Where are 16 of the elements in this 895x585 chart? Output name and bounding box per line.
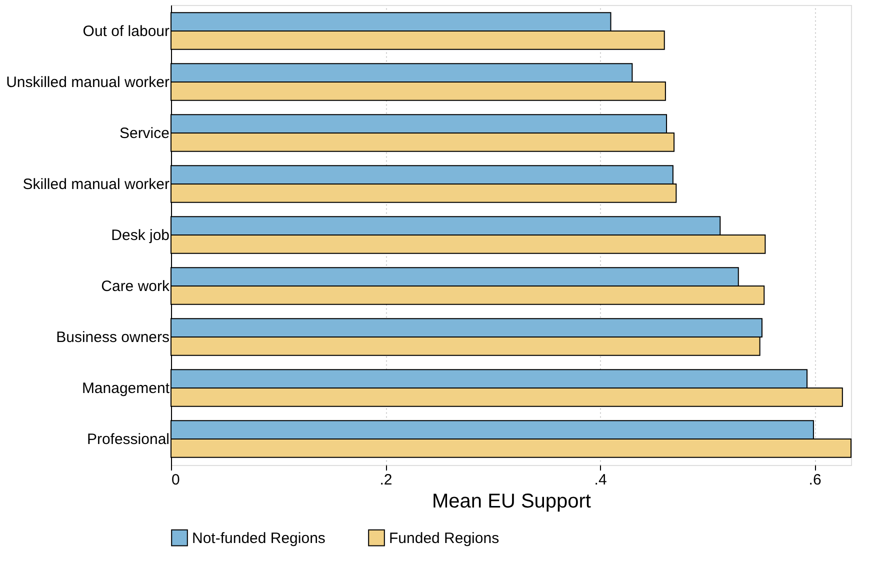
y-tick-label: Professional (86, 430, 170, 448)
y-tick-label: Out of labour (82, 23, 170, 40)
y-tick-label: Management (82, 380, 170, 397)
x-tick-label: 0 (172, 472, 180, 488)
y-tick-label: Unskilled manual worker (6, 74, 170, 92)
legend-label: Funded Regions (389, 530, 500, 547)
y-tick-label: Business owners (56, 328, 170, 346)
x-tick-label: .6 (808, 472, 822, 488)
x-tick-label: .4 (594, 472, 607, 488)
y-tick-label: Service (119, 125, 170, 142)
y-tick-label: Desk job (111, 227, 170, 244)
x-axis-title: Mean EU Support (432, 490, 592, 512)
y-tick-label: Care work (101, 278, 170, 295)
y-tick-label: Skilled manual worker (22, 176, 170, 193)
x-tick-label: .2 (380, 472, 392, 488)
legend-label: Not-funded Regions (192, 530, 326, 547)
